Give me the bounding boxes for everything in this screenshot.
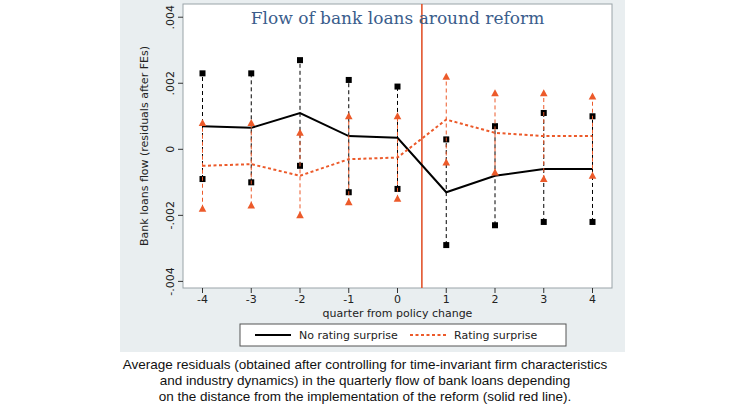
y-tick [178, 215, 183, 216]
legend-box [240, 324, 566, 346]
ci-marker [394, 112, 402, 119]
ci-marker [491, 168, 499, 175]
x-tick-label: -1 [343, 293, 354, 306]
x-tick-label: -4 [197, 293, 208, 306]
x-tick-label: 1 [443, 293, 450, 306]
legend-swatch [410, 334, 446, 336]
ci-marker [540, 89, 548, 96]
y-tick-label: .002 [164, 71, 177, 96]
y-tick [178, 281, 183, 282]
ci-marker [297, 57, 303, 63]
ci-marker [346, 77, 352, 83]
ci-marker [589, 92, 597, 99]
ci-marker [296, 211, 304, 218]
legend: No rating surprise Rating surprise [240, 324, 566, 346]
y-tick-label: 0 [164, 146, 177, 153]
chart-title: Flow of bank loans around reform [251, 8, 545, 28]
caption-line: on the distance from the implementation … [159, 389, 572, 404]
ci-marker [199, 119, 207, 126]
x-tick-label: 3 [540, 293, 547, 306]
graph-region [120, 0, 625, 352]
x-tick-label: -3 [246, 293, 257, 306]
y-tick-label: -.004 [164, 267, 177, 295]
ci-marker [345, 198, 353, 205]
ci-marker [589, 172, 597, 179]
x-tick-label: 4 [589, 293, 596, 306]
ci-marker [247, 119, 255, 126]
legend-swatch [255, 334, 291, 336]
ci-marker [199, 205, 207, 212]
ci-marker [442, 159, 450, 166]
y-axis-title: Bank loans flow (residuals after FEs) [138, 46, 151, 246]
y-tick [178, 17, 183, 18]
y-tick-label: -.002 [164, 201, 177, 229]
ci-marker [443, 242, 449, 248]
y-tick [178, 83, 183, 84]
ci-marker [540, 175, 548, 182]
plot-area [183, 4, 612, 288]
x-tick-label: -2 [295, 293, 306, 306]
plot-data [199, 4, 597, 288]
ci-marker [394, 195, 402, 202]
ci-marker [492, 222, 498, 228]
error-bar [300, 133, 301, 216]
chart: -.004 -.002 0 .002 .004 -4 -3 -2 -1 0 1 2 3 4 quarter … [0, 0, 730, 410]
ci-marker [248, 70, 254, 76]
reform-line [421, 4, 423, 288]
x-axis-title: quarter from policy change [323, 307, 473, 320]
ci-marker [590, 219, 596, 225]
y-tick [178, 149, 183, 150]
caption-line: Average residuals (obtained after contro… [123, 357, 608, 372]
ci-marker [345, 112, 353, 119]
ci-marker [247, 201, 255, 208]
legend-label: Rating surprise [454, 329, 537, 342]
y-tick-label: .004 [164, 5, 177, 30]
legend-label: No rating surprise [299, 329, 398, 342]
ci-marker [200, 70, 206, 76]
series-line [203, 120, 593, 176]
ci-marker [491, 89, 499, 96]
ci-marker [395, 84, 401, 90]
x-tick-label: 2 [492, 293, 499, 306]
x-tick-label: 0 [394, 293, 401, 306]
caption-line: and industry dynamics) in the quarterly … [160, 373, 571, 388]
error-bar [251, 123, 252, 206]
ci-marker [442, 73, 450, 80]
ci-marker [296, 129, 304, 136]
ci-marker [541, 219, 547, 225]
error-bar [495, 93, 496, 172]
